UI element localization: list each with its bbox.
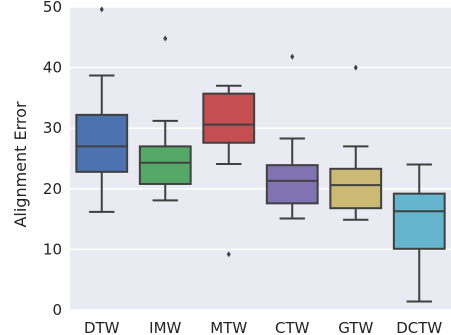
box-ctw — [265, 53, 319, 220]
outlier-point — [353, 64, 358, 71]
x-tick-label: MTW — [210, 319, 247, 335]
iqr-box — [138, 145, 192, 185]
y-tick-label: 0 — [52, 301, 62, 319]
box-gtw — [329, 64, 383, 221]
box-imw — [138, 35, 192, 202]
x-tick-label: DCTW — [396, 319, 442, 335]
iqr-box — [265, 164, 319, 205]
outlier-point — [290, 53, 295, 60]
plot-background — [70, 7, 451, 310]
x-axis-ticks: DTW IMW MTW CTW GTW DCTW — [84, 319, 442, 335]
y-tick-label: 50 — [43, 0, 62, 16]
x-tick-label: CTW — [275, 319, 310, 335]
y-axis-ticks: 0 10 20 30 40 50 — [43, 0, 62, 319]
x-tick-label: GTW — [338, 319, 373, 335]
iqr-box — [329, 167, 383, 210]
outlier-point — [163, 35, 168, 42]
outlier-point — [226, 251, 231, 258]
box-mtw — [202, 84, 256, 258]
iqr-box — [392, 192, 446, 250]
y-tick-label: 40 — [43, 59, 62, 77]
box-dctw — [392, 163, 446, 303]
iqr-box — [75, 113, 129, 173]
y-tick-label: 20 — [43, 180, 62, 198]
boxes — [75, 6, 446, 303]
y-axis-label: Alignment Error — [11, 101, 30, 227]
box-dtw — [75, 6, 129, 213]
x-tick-label: IMW — [149, 319, 181, 335]
outlier-point — [99, 6, 104, 13]
y-tick-label: 10 — [43, 240, 62, 258]
gridlines — [70, 6, 451, 311]
x-tick-label: DTW — [84, 319, 120, 335]
iqr-box — [202, 92, 256, 144]
y-tick-label: 30 — [43, 119, 62, 137]
